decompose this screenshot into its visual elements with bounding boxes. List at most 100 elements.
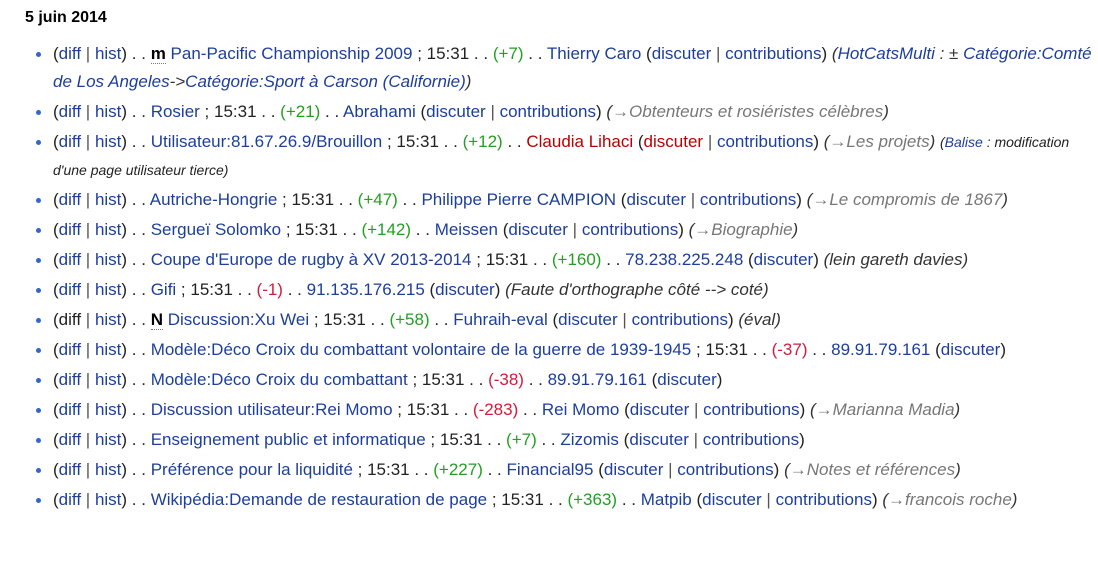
user-link[interactable]: Financial95 xyxy=(506,460,594,479)
user-link[interactable]: Fuhraih-eval xyxy=(453,310,548,329)
ip-user-link[interactable]: 89.91.79.161 xyxy=(831,340,931,359)
talk-link[interactable]: discuter xyxy=(558,310,618,329)
section-link[interactable]: →francois roche xyxy=(888,490,1012,509)
section-link[interactable]: →Biographie xyxy=(694,220,793,239)
talk-link[interactable]: discuter xyxy=(940,340,1001,359)
hist-link[interactable]: hist xyxy=(94,370,122,389)
talk-link[interactable]: discuter xyxy=(643,132,704,151)
diff-link[interactable]: diff xyxy=(58,102,82,121)
change-time: 15:31 xyxy=(705,340,748,359)
page-link[interactable]: Pan-Pacific Championship 2009 xyxy=(170,44,413,63)
category-link[interactable]: Catégorie:Sport à Carson (Californie) xyxy=(185,72,466,91)
section-link[interactable]: →Le compromis de 1867 xyxy=(812,190,1003,209)
ip-user-link[interactable]: 78.238.225.248 xyxy=(625,250,744,269)
size-delta: (+227) xyxy=(433,460,483,479)
change-item: (diff | hist) . . Autriche-Hongrie ; 15:… xyxy=(30,186,1092,214)
ip-user-link[interactable]: 89.91.79.161 xyxy=(547,370,647,389)
diff-link[interactable]: diff xyxy=(58,132,82,151)
hist-link[interactable]: hist xyxy=(94,460,122,479)
contribs-link[interactable]: contributions xyxy=(775,490,872,509)
hist-link[interactable]: hist xyxy=(94,430,122,449)
hist-link[interactable]: hist xyxy=(94,44,122,63)
change-item: (diff | hist) . . Coupe d'Europe de rugb… xyxy=(30,246,1092,274)
contribs-link[interactable]: contributions xyxy=(725,44,822,63)
page-link[interactable]: Préférence pour la liquidité xyxy=(150,460,353,479)
diff-link[interactable]: diff xyxy=(58,490,82,509)
talk-link[interactable]: discuter xyxy=(603,460,664,479)
diff-link[interactable]: diff xyxy=(58,280,82,299)
talk-link[interactable]: discuter xyxy=(435,280,495,299)
category-link[interactable]: Catégorie:Comté de Los Angeles xyxy=(53,44,1092,91)
hist-link[interactable]: hist xyxy=(94,190,122,209)
change-item: (diff | hist) . . Gifi ; 15:31 . . (-1) … xyxy=(30,276,1092,304)
ip-user-link[interactable]: 91.135.176.215 xyxy=(306,280,425,299)
talk-link[interactable]: discuter xyxy=(508,220,568,239)
hist-link[interactable]: hist xyxy=(94,310,122,329)
hist-link[interactable]: hist xyxy=(94,280,122,299)
talk-link[interactable]: discuter xyxy=(629,430,689,449)
contribs-link[interactable]: contributions xyxy=(631,310,728,329)
section-link[interactable]: →Les projets xyxy=(829,132,930,151)
page-link[interactable]: Coupe d'Europe de rugby à XV 2013-2014 xyxy=(150,250,472,269)
diff-link[interactable]: diff xyxy=(58,370,82,389)
contribs-link[interactable]: contributions xyxy=(699,190,797,209)
section-link[interactable]: →Marianna Madia xyxy=(815,400,955,419)
user-link[interactable]: Claudia Lihaci xyxy=(526,132,634,151)
section-link[interactable]: →Obtenteurs et rosiéristes célèbres xyxy=(612,102,884,121)
diff-link[interactable]: diff xyxy=(58,220,82,239)
hist-link[interactable]: hist xyxy=(94,220,122,239)
change-item: (diff | hist) . . Préférence pour la liq… xyxy=(30,456,1092,484)
user-link[interactable]: Matpib xyxy=(640,490,692,509)
edit-summary: (→Marianna Madia) xyxy=(809,400,961,419)
size-delta: (-38) xyxy=(488,370,524,389)
user-link[interactable]: Thierry Caro xyxy=(546,44,642,63)
section-link[interactable]: →Notes et références xyxy=(789,460,956,479)
hist-link[interactable]: hist xyxy=(94,400,122,419)
diff-link[interactable]: diff xyxy=(58,400,82,419)
page-link[interactable]: Rosier xyxy=(150,102,200,121)
hist-link[interactable]: hist xyxy=(94,132,122,151)
page-link[interactable]: Utilisateur:81.67.26.9/Brouillon xyxy=(150,132,383,151)
contribs-link[interactable]: contributions xyxy=(581,220,679,239)
contribs-link[interactable]: contributions xyxy=(702,430,800,449)
diff-link[interactable]: diff xyxy=(58,460,82,479)
contribs-link[interactable]: contributions xyxy=(499,102,596,121)
page-link[interactable]: Discussion:Xu Wei xyxy=(167,310,310,329)
page-link[interactable]: Modèle:Déco Croix du combattant volontai… xyxy=(150,340,692,359)
page-link[interactable]: Enseignement public et informatique xyxy=(150,430,426,449)
diff-link[interactable]: diff xyxy=(58,190,82,209)
contribs-link[interactable]: contributions xyxy=(703,400,800,419)
user-link[interactable]: Zizomis xyxy=(560,430,619,449)
hist-link[interactable]: hist xyxy=(94,250,122,269)
hist-link[interactable]: hist xyxy=(94,102,122,121)
hist-link[interactable]: hist xyxy=(94,340,122,359)
talk-link[interactable]: discuter xyxy=(629,400,690,419)
diff-link[interactable]: diff xyxy=(58,340,82,359)
user-link[interactable]: Meissen xyxy=(434,220,498,239)
diff-link[interactable]: diff xyxy=(58,430,82,449)
diff-link[interactable]: diff xyxy=(58,44,82,63)
talk-link[interactable]: discuter xyxy=(657,370,717,389)
page-link[interactable]: Wikipédia:Demande de restauration de pag… xyxy=(150,490,488,509)
tag-label-link[interactable]: Balise xyxy=(944,134,983,150)
hist-link[interactable]: hist xyxy=(94,490,122,509)
page-link[interactable]: Discussion utilisateur:Rei Momo xyxy=(150,400,393,419)
talk-link[interactable]: discuter xyxy=(426,102,486,121)
user-link[interactable]: Abrahami xyxy=(343,102,416,121)
talk-link[interactable]: discuter xyxy=(702,490,762,509)
summary-tool-link[interactable]: HotCatsMulti xyxy=(837,44,935,63)
contribs-link[interactable]: contributions xyxy=(677,460,774,479)
edit-summary: (→Le compromis de 1867) xyxy=(806,190,1008,209)
talk-link[interactable]: discuter xyxy=(753,250,814,269)
contribs-link[interactable]: contributions xyxy=(716,132,814,151)
talk-link[interactable]: discuter xyxy=(626,190,686,209)
page-link[interactable]: Modèle:Déco Croix du combattant xyxy=(150,370,408,389)
user-link[interactable]: Rei Momo xyxy=(541,400,620,419)
user-link[interactable]: Philippe Pierre CAMPION xyxy=(421,190,617,209)
page-link[interactable]: Gifi xyxy=(150,280,177,299)
size-delta: (-1) xyxy=(256,280,283,299)
diff-link[interactable]: diff xyxy=(58,250,82,269)
talk-link[interactable]: discuter xyxy=(651,44,712,63)
page-link[interactable]: Sergueï Solomko xyxy=(150,220,282,239)
page-link[interactable]: Autriche-Hongrie xyxy=(149,190,278,209)
